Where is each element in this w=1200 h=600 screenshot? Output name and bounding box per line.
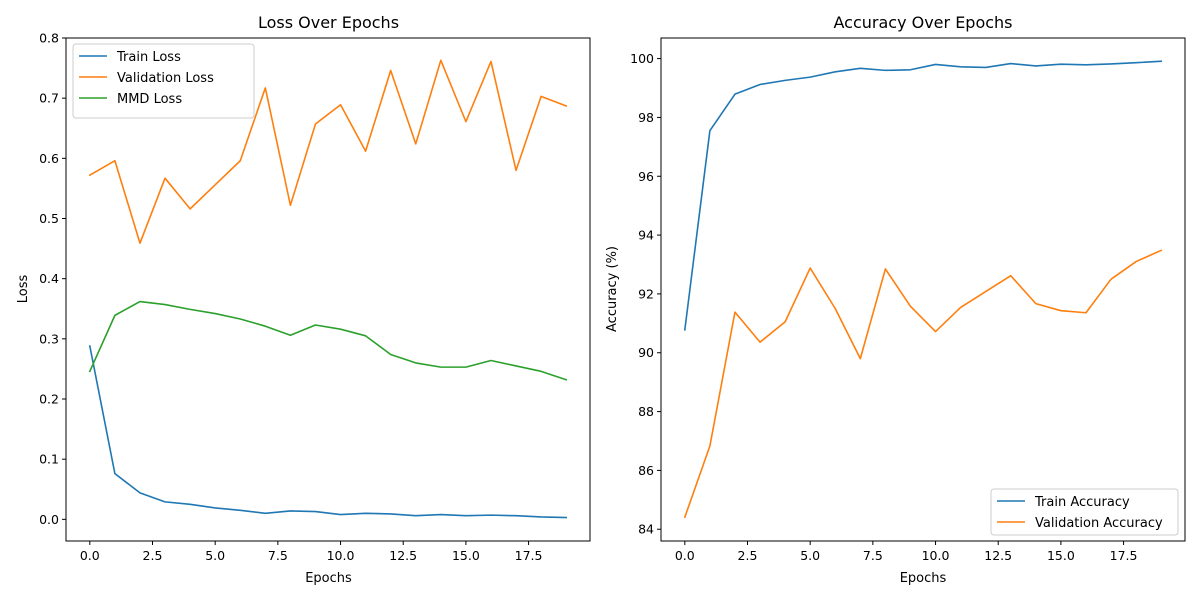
loss-chart-title: Loss Over Epochs <box>258 13 399 32</box>
loss-xtick-label: 12.5 <box>389 548 417 563</box>
loss-xtick-label: 15.0 <box>452 548 480 563</box>
loss-xtick-label: 5.0 <box>205 548 225 563</box>
loss-ytick-label: 0.7 <box>39 91 59 106</box>
accuracy-ytick-label: 88 <box>638 404 654 419</box>
loss-series-mmd-loss <box>88 300 568 381</box>
accuracy-chart-title: Accuracy Over Epochs <box>833 13 1012 32</box>
loss-xtick-label: 2.5 <box>143 548 163 563</box>
accuracy-ytick-label: 84 <box>638 522 654 537</box>
loss-legend-label-train-loss: Train Loss <box>116 50 181 65</box>
accuracy-xtick-label: 5.0 <box>800 548 820 563</box>
loss-xtick-label: 10.0 <box>327 548 355 563</box>
accuracy-chart: Accuracy Over Epochs Epochs Accuracy (%)… <box>605 13 1186 586</box>
loss-series-validation-loss <box>88 59 568 244</box>
loss-chart: Loss Over Epochs Epochs Loss 0.0 2.5 5.0 7.… <box>16 13 591 586</box>
loss-ytick-label: 0.0 <box>39 512 59 527</box>
accuracy-ytick-label: 100 <box>630 51 654 66</box>
loss-ytick-label: 0.8 <box>39 31 59 46</box>
accuracy-ytick-label: 96 <box>638 169 654 184</box>
accuracy-series-validation-accuracy <box>683 249 1163 519</box>
accuracy-xtick-label: 2.5 <box>738 548 758 563</box>
accuracy-legend: Train Accuracy Validation Accuracy <box>990 488 1179 536</box>
loss-ytick-label: 0.5 <box>39 211 59 226</box>
accuracy-ytick-label: 94 <box>638 228 654 243</box>
loss-legend: Train Loss Validation Loss MMD Loss <box>72 43 255 119</box>
loss-legend-label-mmd-loss: MMD Loss <box>117 92 182 107</box>
accuracy-chart-ylabel: Accuracy (%) <box>605 246 620 332</box>
accuracy-legend-label-train-accuracy: Train Accuracy <box>1034 495 1130 510</box>
accuracy-xtick-label: 10.0 <box>922 548 950 563</box>
loss-series-train-loss <box>88 345 567 519</box>
loss-xtick-label: 17.5 <box>515 548 543 563</box>
accuracy-legend-box <box>990 488 1179 536</box>
accuracy-ytick-label: 90 <box>638 345 654 360</box>
loss-legend-box <box>72 43 255 119</box>
accuracy-plot-frame <box>660 37 1186 542</box>
accuracy-ytick-label: 98 <box>638 110 654 125</box>
accuracy-ytick-label: 92 <box>638 286 654 301</box>
loss-chart-ylabel: Loss <box>16 275 31 304</box>
loss-ytick-label: 0.1 <box>39 452 59 467</box>
loss-xtick-label: 0.0 <box>80 548 100 563</box>
accuracy-series-train-accuracy <box>683 60 1163 331</box>
loss-ytick-label: 0.4 <box>39 271 59 286</box>
loss-ytick-label: 0.2 <box>39 392 59 407</box>
accuracy-ytick-label: 86 <box>638 463 654 478</box>
loss-ytick-label: 0.6 <box>39 151 59 166</box>
loss-xtick-label: 7.5 <box>268 548 288 563</box>
accuracy-chart-xlabel: Epochs <box>900 571 947 586</box>
accuracy-xtick-label: 7.5 <box>863 548 883 563</box>
loss-ytick-label: 0.3 <box>39 331 59 346</box>
loss-plot-frame <box>65 37 591 542</box>
loss-legend-label-validation-loss: Validation Loss <box>117 71 214 86</box>
accuracy-legend-label-validation-accuracy: Validation Accuracy <box>1035 516 1163 531</box>
accuracy-xtick-label: 12.5 <box>984 548 1012 563</box>
accuracy-xtick-label: 15.0 <box>1047 548 1075 563</box>
accuracy-xtick-label: 17.5 <box>1110 548 1138 563</box>
accuracy-xtick-label: 0.0 <box>675 548 695 563</box>
loss-chart-xlabel: Epochs <box>305 571 352 586</box>
